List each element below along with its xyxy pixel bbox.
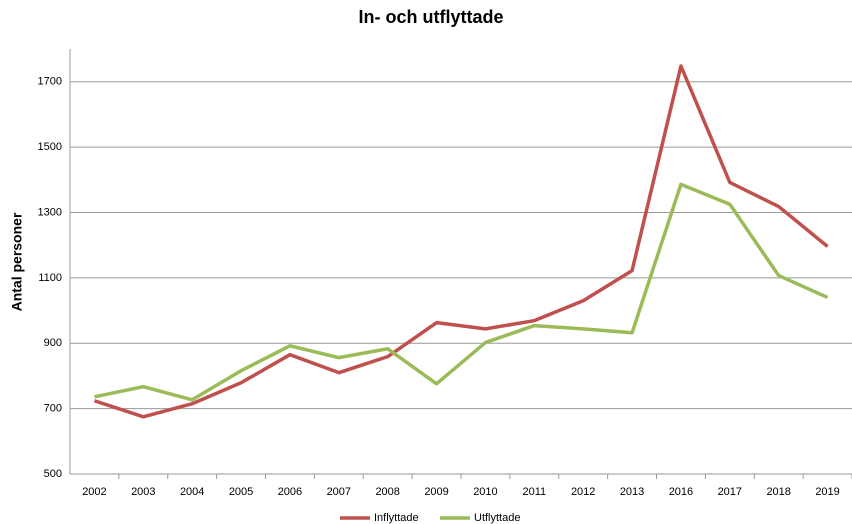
y-tick-label: 1100 xyxy=(38,272,62,284)
x-tick-label: 2003 xyxy=(131,486,155,498)
y-tick-label: 700 xyxy=(44,403,62,415)
legend-label: Inflyttade xyxy=(374,512,419,524)
x-tick-label: 2016 xyxy=(669,486,693,498)
x-tick-label: 2011 xyxy=(522,486,546,498)
x-tick-label: 2002 xyxy=(82,486,106,498)
x-tick-label: 2017 xyxy=(718,486,742,498)
x-tick-label: 2013 xyxy=(620,486,644,498)
y-tick-label: 900 xyxy=(44,337,62,349)
y-tick-label: 1700 xyxy=(38,76,62,88)
x-tick-label: 2019 xyxy=(815,486,839,498)
series-line xyxy=(94,182,829,402)
series-line xyxy=(93,64,829,419)
chart-title: In- och utflyttade xyxy=(359,7,504,27)
legend-label: Utflyttade xyxy=(474,512,520,524)
y-tick-label: 1500 xyxy=(38,141,62,153)
x-tick-label: 2008 xyxy=(375,486,399,498)
x-tick-label: 2006 xyxy=(278,486,302,498)
y-axis-title: Antal personer xyxy=(9,212,25,311)
y-tick-label: 1300 xyxy=(38,206,62,218)
y-tick-label: 500 xyxy=(44,468,62,480)
x-tick-label: 2005 xyxy=(229,486,253,498)
x-tick-label: 2010 xyxy=(473,486,497,498)
x-tick-label: 2009 xyxy=(424,486,448,498)
x-tick-label: 2004 xyxy=(180,486,204,498)
x-tick-label: 2012 xyxy=(571,486,595,498)
x-tick-label: 2018 xyxy=(766,486,790,498)
x-tick-label: 2007 xyxy=(327,486,351,498)
